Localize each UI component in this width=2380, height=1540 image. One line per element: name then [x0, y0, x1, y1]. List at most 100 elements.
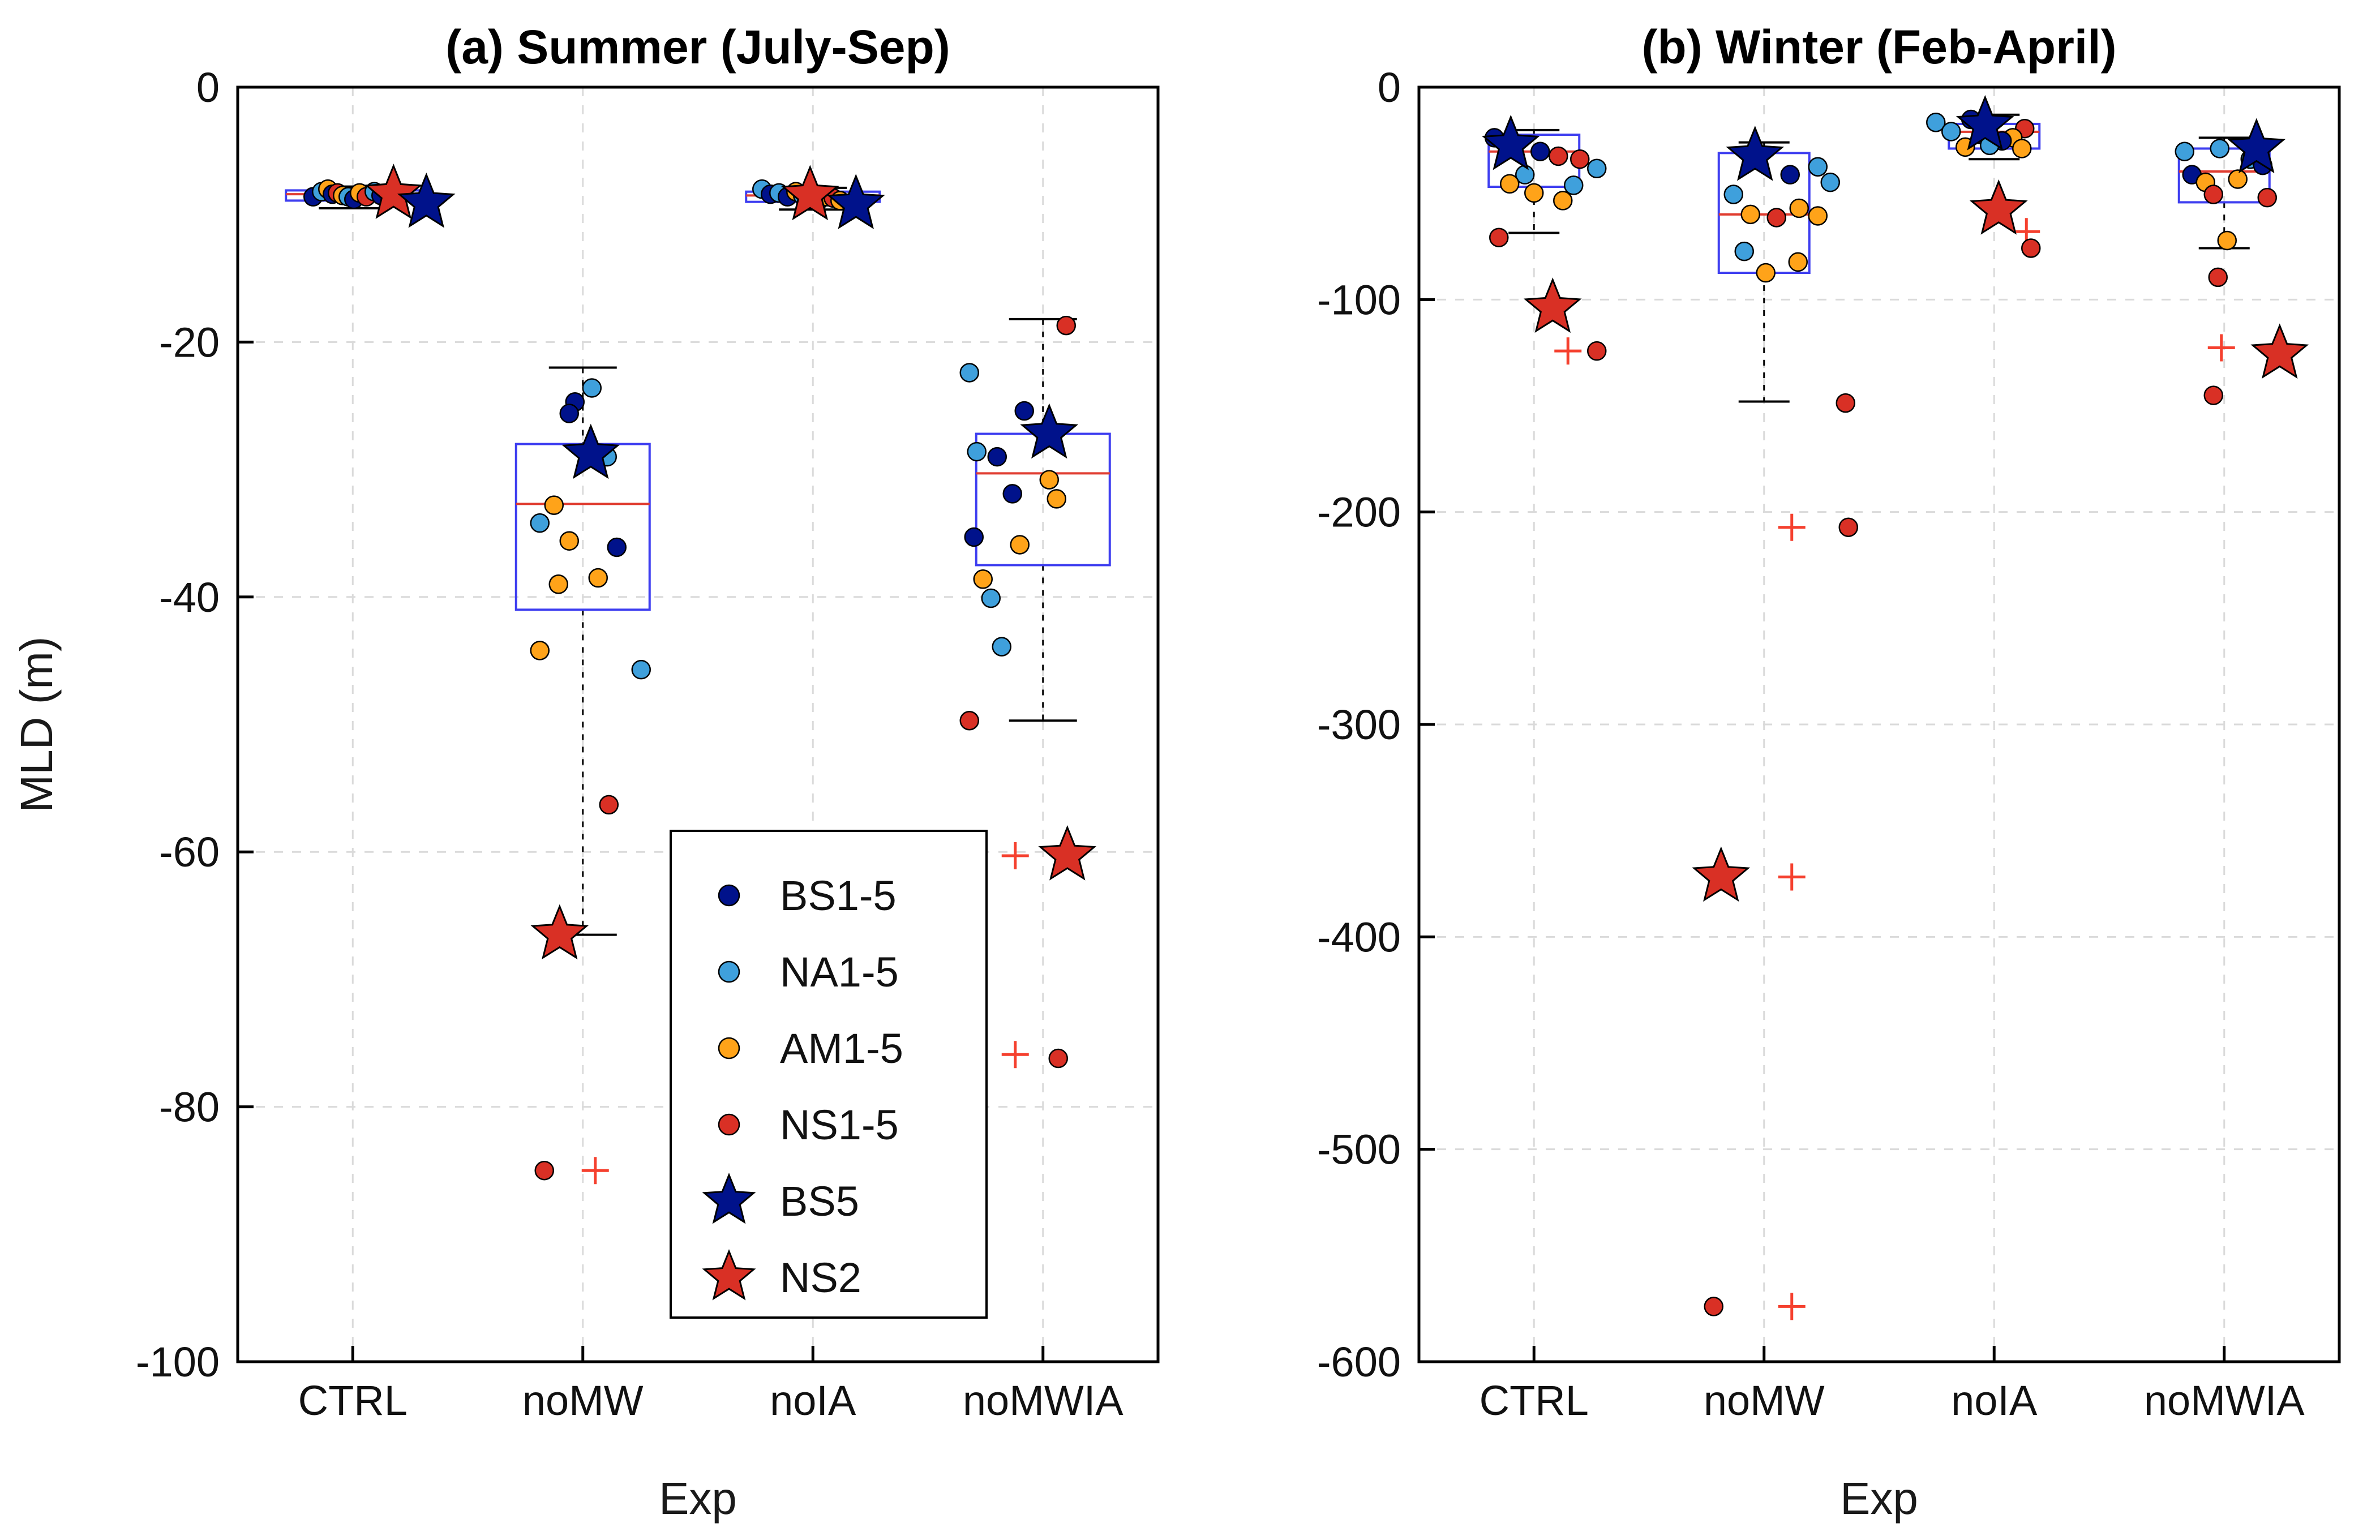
data-point-na	[582, 378, 602, 398]
data-point-na	[1820, 172, 1840, 192]
outlier-plus-marker	[1554, 337, 1582, 365]
data-point-bs	[607, 537, 627, 557]
star-marker-ns2	[1523, 277, 1582, 333]
star-marker-ns2	[1038, 825, 1097, 881]
data-point-ns	[599, 795, 619, 815]
x-tick-label-nomwia: noMWIA	[2144, 1377, 2305, 1424]
star-marker-bs5	[561, 423, 620, 479]
data-point-am	[1789, 198, 1809, 218]
data-point-bs	[1530, 141, 1550, 161]
y-tick-label: -20	[159, 319, 220, 366]
data-point-am	[588, 568, 608, 588]
legend-layer: BS1-5 NA1-5 AM1-5 NS1-5 BS5 NS2	[670, 830, 988, 1319]
data-point-ns	[534, 1160, 554, 1181]
data-point-ns	[1489, 228, 1509, 247]
legend-item-am1-5: AM1-5	[718, 1025, 903, 1072]
data-point-ns	[1056, 315, 1076, 336]
legend-dot-icon	[718, 1113, 740, 1136]
data-point-ns	[2021, 238, 2041, 258]
legend-item-label: BS5	[780, 1178, 859, 1225]
data-point-na	[1941, 122, 1961, 141]
x-tick-label-nomw: noMW	[522, 1377, 644, 1424]
y-tick-label: -100	[136, 1339, 220, 1385]
data-point-am	[1010, 535, 1030, 555]
star-marker-ns2	[1692, 846, 1751, 902]
data-point-am	[559, 531, 579, 551]
panel-b-xlabel: Exp	[1840, 1473, 1918, 1524]
panel-a: 0 -20 -40 -60 -80 -100 CTRL noMW noIA noMWIA	[136, 64, 1160, 1424]
star-marker-ns2	[530, 904, 589, 960]
legend-item-na1-5: NA1-5	[718, 949, 899, 996]
data-point-ns	[1048, 1048, 1068, 1069]
panel-a-title: (a) Summer (July-Sep)	[445, 20, 950, 74]
y-axis-label: MLD (m)	[11, 636, 62, 812]
data-point-ns	[959, 710, 979, 731]
y-tick-label: -100	[1317, 276, 1401, 323]
data-point-na	[1734, 241, 1754, 261]
data-point-am	[2012, 139, 2032, 158]
star-marker-ns2	[2250, 323, 2309, 379]
legend-item-bs5: BS5	[702, 1172, 859, 1225]
legend-dot-icon	[718, 960, 740, 983]
y-tick-label: 0	[1378, 64, 1401, 111]
y-tick-label: -300	[1317, 701, 1401, 748]
x-tick-label-noia: noIA	[770, 1377, 856, 1424]
data-point-na	[2210, 139, 2229, 158]
axes-frame	[236, 85, 1160, 1363]
data-point-na	[1564, 175, 1584, 195]
data-point-am	[530, 641, 550, 660]
data-point-am	[973, 569, 993, 589]
chart-layer: 0 -20 -40 -60 -80 -100 CTRL noMW noIA noMWIA 0 -100…	[136, 64, 2341, 1424]
legend-item-label: NA1-5	[780, 949, 899, 996]
x-tick-label-nomwia: noMWIA	[963, 1377, 1123, 1424]
legend-box	[670, 830, 988, 1319]
x-tick-label-noia: noIA	[1951, 1377, 2038, 1424]
outlier-plus-marker	[1001, 842, 1029, 869]
legend-item-bs1-5: BS1-5	[718, 872, 897, 919]
star-marker-bs5	[1726, 125, 1785, 181]
data-point-na	[1926, 113, 1946, 132]
y-tick-label: -40	[159, 574, 220, 621]
star-marker-bs5	[1481, 114, 1540, 170]
data-point-ns	[1549, 146, 1568, 166]
y-tick-label: -400	[1317, 913, 1401, 960]
data-point-bs	[559, 404, 579, 423]
legend-item-label: NS1-5	[780, 1101, 899, 1148]
panel-b-title: (b) Winter (Feb-April)	[1641, 20, 2116, 74]
data-point-bs	[987, 447, 1007, 467]
outlier-plus-marker	[1001, 1041, 1029, 1069]
data-point-ns	[1838, 517, 1858, 537]
y-tick-label: -600	[1317, 1339, 1401, 1385]
data-point-ns	[1766, 208, 1786, 228]
outlier-plus-marker	[2207, 334, 2235, 362]
y-tick-label: -80	[159, 1084, 220, 1131]
y-tick-label: -500	[1317, 1126, 1401, 1173]
data-point-ns	[1587, 341, 1607, 361]
star-marker-bs5	[1020, 403, 1079, 459]
data-point-na	[2175, 141, 2194, 161]
panel-a-xlabel: Exp	[659, 1473, 737, 1524]
data-point-ns	[2208, 267, 2228, 288]
data-point-bs	[964, 527, 984, 547]
x-tick-label-nomw: noMW	[1704, 1377, 1825, 1424]
data-point-ns	[1836, 393, 1855, 413]
legend-dot-icon	[718, 884, 740, 907]
data-point-na	[967, 441, 987, 462]
data-point-na	[530, 513, 550, 533]
data-point-am	[1524, 183, 1544, 203]
data-point-am	[548, 574, 568, 594]
data-point-ns	[2203, 185, 2223, 204]
x-tick-label-ctrl: CTRL	[298, 1377, 408, 1424]
data-point-na	[1723, 185, 1743, 204]
star-marker-bs5	[397, 172, 456, 228]
y-tick-label: 0	[196, 64, 220, 111]
data-point-na	[631, 659, 651, 680]
y-tick-label: -200	[1317, 489, 1401, 536]
data-point-am	[544, 495, 564, 515]
data-point-am	[1756, 263, 1776, 283]
data-point-am	[1740, 204, 1760, 225]
data-point-am	[1500, 174, 1520, 194]
legend-item-ns1-5: NS1-5	[718, 1101, 899, 1148]
